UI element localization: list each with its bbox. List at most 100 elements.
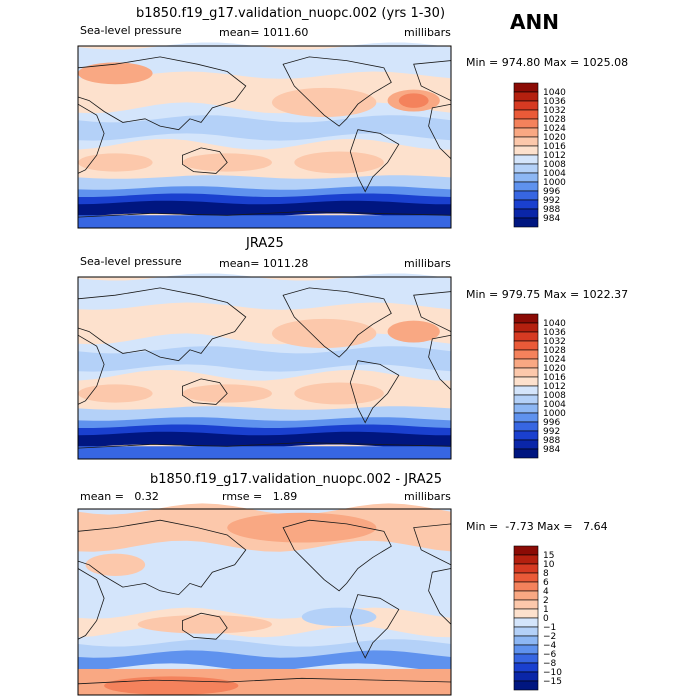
colorbar-swatch xyxy=(513,91,539,102)
colorbar-tick-label: 1032 xyxy=(543,106,566,116)
colorbar-swatch xyxy=(513,448,539,459)
colorbar-swatch xyxy=(513,563,539,574)
panel3-title: b1850.f19_g17.validation_nuopc.002 - JRA… xyxy=(150,472,443,487)
colorbar-swatch xyxy=(513,599,539,610)
colorbar-tick-label: 8 xyxy=(543,569,549,579)
colorbar-swatch xyxy=(513,217,539,228)
colorbar-tick-label: −4 xyxy=(543,641,557,651)
colorbar-tick-label: 1020 xyxy=(543,364,566,374)
colorbar-tick-label: 1 xyxy=(543,605,549,615)
slp-map-1 xyxy=(77,42,452,229)
colorbar-1: 1040103610321028102410201016101210081004… xyxy=(513,82,566,228)
colorbar-swatch xyxy=(513,421,539,432)
colorbar-tick-label: 1040 xyxy=(543,88,566,98)
colorbar-swatch xyxy=(513,118,539,129)
panel2-minmax: Min = 979.75 Max = 1022.37 xyxy=(466,288,629,301)
colorbar-swatch xyxy=(513,545,539,556)
colorbar-swatch xyxy=(513,403,539,414)
colorbar-swatch xyxy=(513,671,539,682)
panel2-title: JRA25 xyxy=(246,236,284,251)
colorbar-tick-label: 1040 xyxy=(543,319,566,329)
colorbar-swatch xyxy=(513,662,539,673)
colorbar-tick-label: −2 xyxy=(543,632,556,642)
colorbar-swatch xyxy=(513,590,539,601)
panel3-units: millibars xyxy=(404,490,451,503)
colorbar-tick-label: 1036 xyxy=(543,328,566,338)
colorbar-swatch xyxy=(513,190,539,201)
colorbar-swatch xyxy=(513,394,539,405)
colorbar-tick-label: 992 xyxy=(543,196,560,206)
colorbar-swatch xyxy=(513,617,539,628)
colorbar-tick-label: 988 xyxy=(543,205,560,215)
season-label: ANN xyxy=(510,10,559,34)
colorbar-tick-label: 984 xyxy=(543,214,560,224)
panel1-units: millibars xyxy=(404,26,451,39)
colorbar-swatch xyxy=(513,340,539,351)
colorbar-swatch xyxy=(513,208,539,219)
panel1-title: b1850.f19_g17.validation_nuopc.002 (yrs … xyxy=(136,6,446,21)
colorbar-tick-label: 1016 xyxy=(543,142,566,152)
colorbar-tick-label: 1020 xyxy=(543,133,566,143)
colorbar-swatch xyxy=(513,430,539,441)
colorbar-tick-label: 1000 xyxy=(543,409,566,419)
colorbar-tick-label: 1012 xyxy=(543,382,566,392)
colorbar-swatch xyxy=(513,100,539,111)
colorbar-swatch xyxy=(513,376,539,387)
colorbar-tick-label: 1004 xyxy=(543,169,566,179)
colorbar-swatch xyxy=(513,163,539,174)
colorbar-swatch xyxy=(513,349,539,360)
panel3-minmax: Min = -7.73 Max = 7.64 xyxy=(466,520,608,533)
colorbar-tick-label: 1008 xyxy=(543,391,566,401)
colorbar-swatch xyxy=(513,608,539,619)
colorbar-swatch xyxy=(513,635,539,646)
colorbar-swatch xyxy=(513,626,539,637)
colorbar-swatch xyxy=(513,581,539,592)
colorbar-tick-label: 2 xyxy=(543,596,549,606)
colorbar-tick-label: 1036 xyxy=(543,97,566,107)
colorbar-tick-label: 10 xyxy=(543,560,555,570)
colorbar-tick-label: 1016 xyxy=(543,373,566,383)
colorbar-tick-label: 1028 xyxy=(543,115,566,125)
panel2-variable-label: Sea-level pressure xyxy=(80,255,182,268)
colorbar-tick-label: −10 xyxy=(543,668,562,678)
colorbar-tick-label: 1032 xyxy=(543,337,566,347)
difference-map xyxy=(77,503,452,696)
colorbar-swatch xyxy=(513,313,539,324)
colorbar-swatch xyxy=(513,412,539,423)
colorbar-swatch xyxy=(513,127,539,138)
colorbar-swatch xyxy=(513,199,539,210)
colorbar-swatch xyxy=(513,109,539,120)
panel3-mean: mean = 0.32 xyxy=(80,490,159,503)
colorbar-tick-label: 15 xyxy=(543,551,554,561)
colorbar-tick-label: 4 xyxy=(543,587,549,597)
colorbar-swatch xyxy=(513,154,539,165)
colorbar-swatch xyxy=(513,367,539,378)
colorbar-swatch xyxy=(513,331,539,342)
colorbar-swatch xyxy=(513,82,539,93)
colorbar-tick-label: 0 xyxy=(543,614,549,624)
colorbar-swatch xyxy=(513,358,539,369)
colorbar-swatch xyxy=(513,572,539,583)
colorbar-swatch xyxy=(513,145,539,156)
colorbar-swatch xyxy=(513,554,539,565)
colorbar-tick-label: 1000 xyxy=(543,178,566,188)
colorbar-tick-label: 996 xyxy=(543,418,560,428)
colorbar-tick-label: 996 xyxy=(543,187,560,197)
colorbar-swatch xyxy=(513,680,539,691)
colorbar-tick-label: 1012 xyxy=(543,151,566,161)
colorbar-tick-label: 984 xyxy=(543,445,560,455)
colorbar-swatch xyxy=(513,439,539,450)
colorbar-swatch xyxy=(513,322,539,333)
colorbar-tick-label: 1004 xyxy=(543,400,566,410)
colorbar-2: 1040103610321028102410201016101210081004… xyxy=(513,313,566,459)
colorbar-tick-label: 1028 xyxy=(543,346,566,356)
panel2-units: millibars xyxy=(404,257,451,270)
colorbar-tick-label: 988 xyxy=(543,436,560,446)
panel1-minmax: Min = 974.80 Max = 1025.08 xyxy=(466,56,629,69)
colorbar-tick-label: −6 xyxy=(543,650,557,660)
panel3-rmse: rmse = 1.89 xyxy=(222,490,298,503)
colorbar-tick-label: −8 xyxy=(543,659,557,669)
panel1-mean: mean= 1011.60 xyxy=(219,26,309,39)
